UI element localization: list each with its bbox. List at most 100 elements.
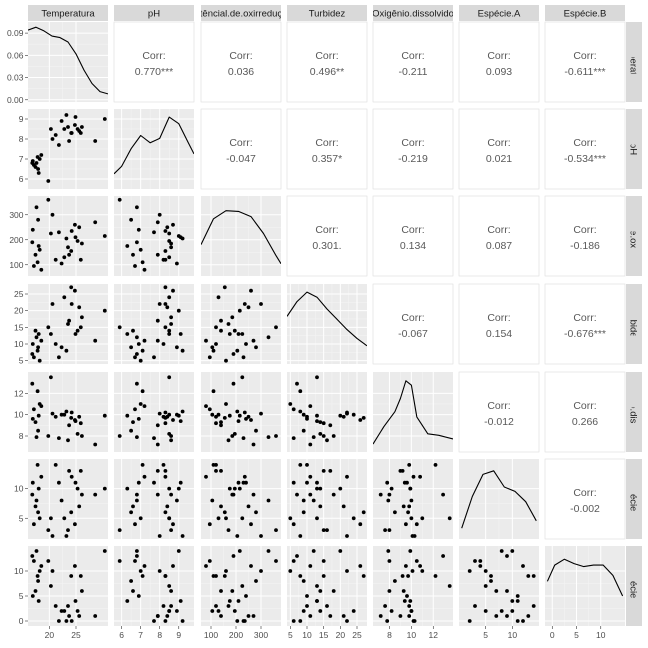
data-point — [66, 245, 70, 250]
data-point — [345, 410, 349, 415]
data-point — [64, 113, 69, 117]
data-point — [59, 345, 64, 350]
data-point — [167, 412, 172, 417]
y-tick-label: 8 — [19, 134, 24, 144]
data-point — [478, 564, 483, 568]
scatter-panel — [114, 284, 194, 364]
scatter-panel — [201, 546, 281, 626]
density-panel — [287, 284, 367, 364]
data-point — [165, 614, 170, 618]
data-point — [235, 348, 240, 353]
data-point — [222, 285, 227, 290]
right-strip-label: Oxigênio.dissolvido — [628, 371, 639, 453]
density-curve — [546, 558, 624, 597]
data-point — [298, 463, 303, 467]
corr-label: Corr: — [229, 137, 252, 149]
corr-value: -0.012 — [484, 416, 514, 428]
data-point — [169, 492, 174, 497]
data-point — [447, 516, 452, 521]
data-point — [236, 599, 241, 603]
data-point — [73, 332, 78, 336]
data-point — [214, 469, 218, 473]
data-point — [73, 419, 78, 423]
data-point — [67, 614, 71, 618]
data-point — [210, 498, 215, 503]
data-point — [140, 574, 145, 578]
corr-panel-bg — [544, 283, 626, 365]
data-point — [36, 428, 40, 433]
corr-label: Corr: — [315, 224, 338, 236]
corr-value: 0.770*** — [135, 66, 174, 78]
corr-panel-bg — [372, 283, 454, 365]
data-point — [378, 492, 383, 497]
data-point — [254, 510, 258, 515]
data-point — [398, 614, 403, 618]
data-point — [204, 474, 208, 479]
data-point — [393, 510, 397, 515]
corr-panel: Corr: 0.093 — [458, 21, 540, 103]
data-point — [34, 549, 39, 553]
data-point — [59, 498, 64, 503]
data-point — [407, 604, 412, 608]
data-point — [136, 594, 141, 598]
data-point — [521, 619, 525, 623]
data-point — [219, 423, 223, 428]
data-point — [473, 604, 477, 608]
data-point — [59, 261, 64, 266]
data-point — [232, 328, 237, 333]
data-point — [163, 410, 168, 415]
density-curve — [287, 291, 367, 347]
corr-value: 0.093 — [486, 66, 512, 78]
data-point — [36, 486, 41, 491]
data-point — [499, 549, 504, 553]
corr-panel: Corr: 0.154 — [458, 283, 540, 365]
top-strip-label: Turbidez — [309, 9, 346, 20]
data-point — [163, 574, 168, 578]
top-strip — [545, 5, 625, 21]
data-point — [226, 604, 231, 608]
corr-label: Corr: — [401, 224, 424, 236]
right-strip-label: Turbidez — [628, 306, 639, 343]
right-strip — [626, 372, 642, 452]
corr-value: 0.301. — [312, 240, 341, 252]
data-point — [35, 389, 40, 394]
data-point — [204, 404, 208, 408]
data-point — [46, 179, 51, 183]
data-point — [226, 438, 231, 443]
corr-panel-bg — [458, 195, 540, 277]
data-point — [214, 463, 218, 467]
data-point — [131, 504, 135, 509]
data-point — [505, 554, 509, 558]
data-point — [133, 407, 137, 412]
y-tick-label: 300 — [9, 210, 23, 220]
data-point — [325, 438, 329, 443]
data-point — [36, 217, 40, 222]
data-point — [176, 234, 181, 238]
data-point — [178, 599, 183, 603]
data-point — [66, 528, 70, 532]
data-point — [69, 131, 74, 135]
data-point — [408, 549, 413, 553]
data-point — [135, 549, 139, 553]
data-point — [224, 569, 228, 573]
data-point — [210, 609, 215, 613]
y-tick-label: 5 — [19, 591, 24, 601]
corr-panel-bg — [200, 108, 282, 190]
corr-panel: Corr: -0.002 — [544, 458, 626, 540]
data-point — [67, 469, 71, 473]
data-point — [75, 328, 80, 333]
data-point — [125, 599, 130, 603]
data-point — [163, 229, 168, 233]
data-point — [521, 564, 525, 568]
data-point — [291, 436, 296, 440]
y-tick-label: 7 — [19, 154, 24, 164]
data-point — [224, 516, 228, 521]
data-point — [169, 589, 174, 593]
corr-panel: Corr: -0.186 — [544, 195, 626, 277]
x-tick-label: 5 — [574, 630, 579, 640]
x-tick-label: 300 — [254, 630, 268, 640]
data-point — [66, 438, 70, 443]
data-point — [478, 559, 483, 563]
data-point — [259, 534, 263, 538]
data-point — [80, 589, 84, 593]
